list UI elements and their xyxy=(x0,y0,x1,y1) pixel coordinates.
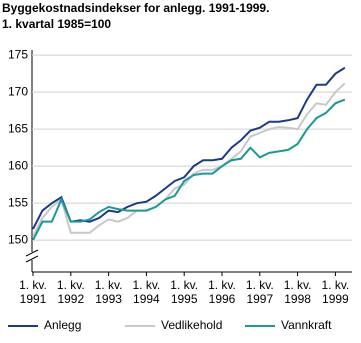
axis-break xyxy=(25,255,39,263)
y-tick-label: 160 xyxy=(8,158,28,172)
x-tick-label: 1. kv. 1996 xyxy=(208,278,236,306)
x-tick-label: 1. kv. 1999 xyxy=(321,278,350,306)
legend-label: Vedlikehold xyxy=(161,318,222,332)
chart-title: Byggekostnadsindekser for anlegg. 1991-1… xyxy=(2,1,269,15)
chart-subtitle: 1. kvartal 1985=100 xyxy=(2,17,111,31)
x-tick-label: 1. kv. 1995 xyxy=(170,278,199,306)
x-tick-label: 1. kv. 1994 xyxy=(132,278,161,306)
legend-label: Vannkraft xyxy=(281,318,332,332)
y-tick-label: 170 xyxy=(8,84,28,98)
series-line xyxy=(32,98,346,241)
axis-break-gap xyxy=(26,252,38,260)
y-tick-label: 150 xyxy=(8,232,28,246)
axis-break xyxy=(25,249,39,257)
y-tick-label: 165 xyxy=(8,121,28,135)
x-tick-label: 1. kv. 1998 xyxy=(283,278,312,306)
y-tick-label: 175 xyxy=(8,47,28,61)
x-tick-label: 1. kv. 1992 xyxy=(56,278,85,306)
x-tick-label: 1. kv. 1993 xyxy=(94,278,123,306)
series-line xyxy=(32,82,346,237)
x-tick-label: 1. kv. 1991 xyxy=(19,278,47,306)
x-tick-label: 1. kv. 1997 xyxy=(245,278,274,306)
y-tick-label: 155 xyxy=(8,195,28,209)
legend-label: Anlegg xyxy=(44,318,81,332)
